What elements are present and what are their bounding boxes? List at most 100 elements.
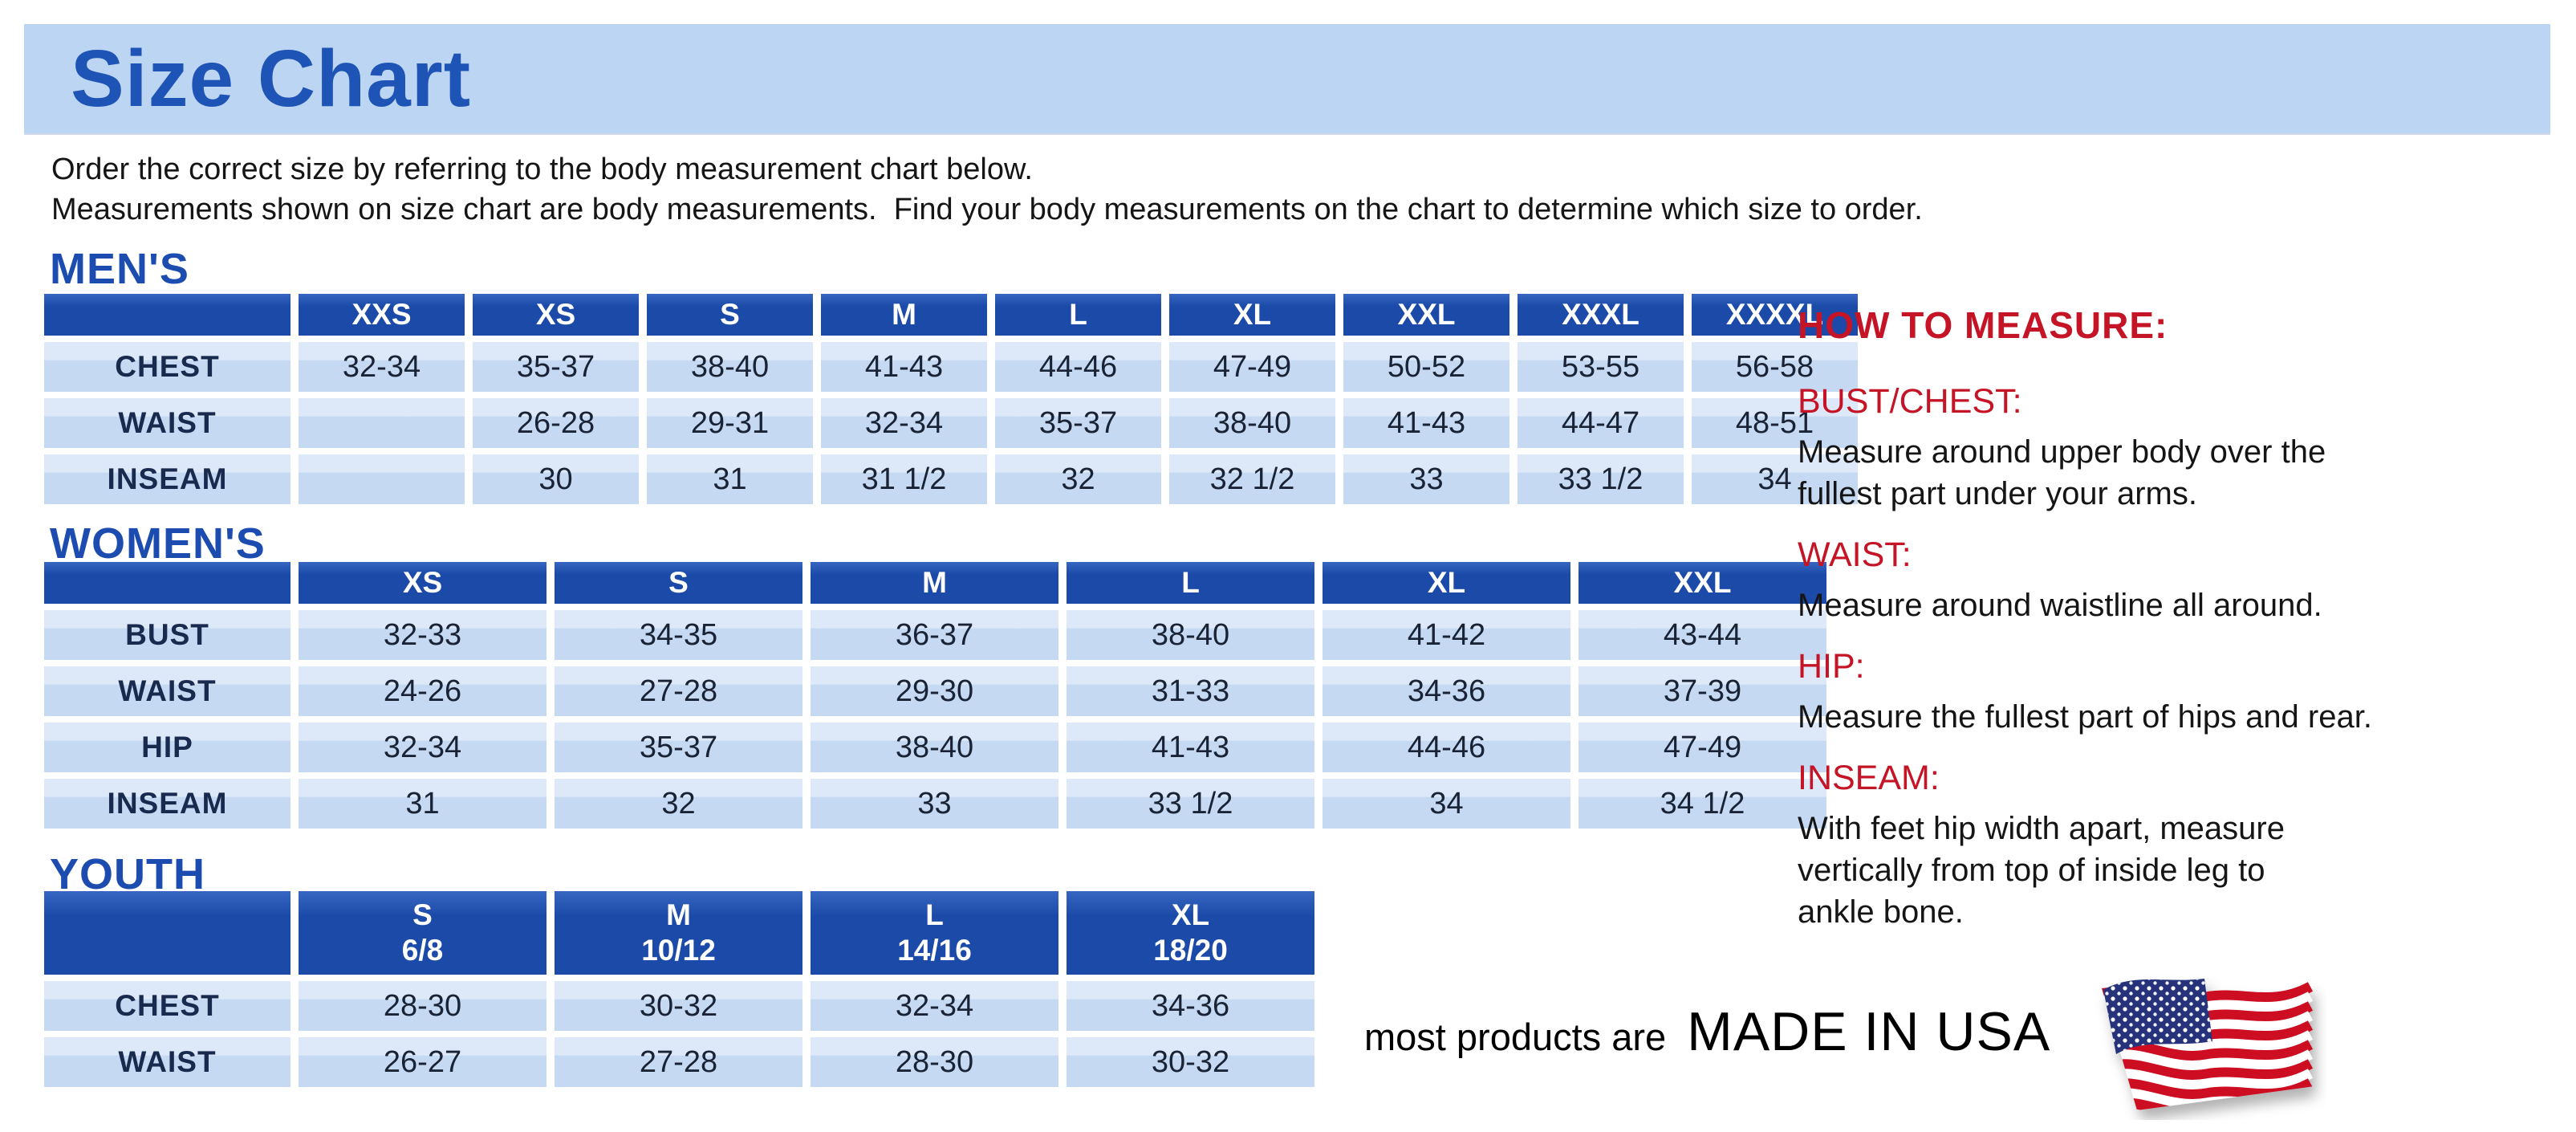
table-cell: 28-30 <box>811 1037 1058 1087</box>
column-header: M <box>811 562 1058 604</box>
table-cell: 41-43 <box>1067 723 1314 772</box>
table-cell: 30-32 <box>555 981 802 1031</box>
table-row: HIP 32-34 35-37 38-40 41-43 44-46 47-49 <box>44 723 1826 772</box>
intro-line-2: Measurements shown on size chart are bod… <box>51 193 1923 226</box>
flag-canton <box>2103 979 2213 1054</box>
table-cell: 38-40 <box>1169 398 1335 448</box>
column-header: L 14/16 <box>811 891 1058 975</box>
table-cell: 27-28 <box>555 666 802 716</box>
column-header: L <box>1067 562 1314 604</box>
table-header-row: S 6/8 M 10/12 L 14/16 XL 18/20 <box>44 891 1314 975</box>
table-cell: 41-42 <box>1323 610 1570 660</box>
table-cell: 44-46 <box>1323 723 1570 772</box>
usa-flag-icon <box>2086 943 2326 1120</box>
column-header: L <box>995 294 1161 336</box>
mens-section-heading: MEN'S <box>50 245 189 293</box>
table-cell: 33 <box>811 779 1058 829</box>
row-label: CHEST <box>44 981 291 1031</box>
table-corner-cell <box>44 294 291 336</box>
table-row: WAIST 26-28 29-31 32-34 35-37 38-40 41-43 44-47… <box>44 398 1858 448</box>
table-corner-cell <box>44 891 291 975</box>
table-row: BUST 32-33 34-35 36-37 38-40 41-42 43-44 <box>44 610 1826 660</box>
column-header: XL 18/20 <box>1067 891 1314 975</box>
table-cell: 53-55 <box>1518 342 1684 392</box>
column-header: XXL <box>1343 294 1509 336</box>
table-row: WAIST 24-26 27-28 29-30 31-33 34-36 37-39 <box>44 666 1826 716</box>
howto-text-waist: Measure around waistline all around. <box>1798 588 2322 623</box>
title-banner: Size Chart <box>24 24 2550 133</box>
table-cell: 32-33 <box>299 610 546 660</box>
howto-label-bust-chest: BUST/CHEST: <box>1798 382 2022 421</box>
row-label: INSEAM <box>44 454 291 504</box>
column-header: XXXL <box>1518 294 1684 336</box>
table-cell: 26-28 <box>473 398 639 448</box>
table-cell: 32 <box>995 454 1161 504</box>
column-header: S 6/8 <box>299 891 546 975</box>
table-cell: 41-43 <box>1343 398 1509 448</box>
table-cell: 34 <box>1692 454 1858 504</box>
table-cell: 26-27 <box>299 1037 546 1087</box>
table-cell: 33 1/2 <box>1518 454 1684 504</box>
table-cell: 30 <box>473 454 639 504</box>
table-cell: 33 1/2 <box>1067 779 1314 829</box>
howto-text-bust-chest: Measure around upper body over the fulle… <box>1798 434 2326 511</box>
table-cell: 33 <box>1343 454 1509 504</box>
table-cell: 35-37 <box>473 342 639 392</box>
row-label: HIP <box>44 723 291 772</box>
howto-label-inseam: INSEAM: <box>1798 759 1940 797</box>
table-header-row: XXS XS S M L XL XXL XXXL XXXXL <box>44 294 1858 336</box>
table-cell: 56-58 <box>1692 342 1858 392</box>
page-title: Size Chart <box>71 33 472 124</box>
column-header: XXXXL <box>1692 294 1858 336</box>
table-cell: 32-34 <box>821 398 987 448</box>
table-cell: 32-34 <box>811 981 1058 1031</box>
table-row: CHEST 28-30 30-32 32-34 34-36 <box>44 981 1314 1031</box>
table-cell: 27-28 <box>555 1037 802 1087</box>
how-to-measure-panel: HOW TO MEASURE: BUST/CHEST: Measure arou… <box>1798 303 2544 933</box>
table-cell: 47-49 <box>1579 723 1826 772</box>
howto-label-hip: HIP: <box>1798 647 1865 686</box>
mens-size-table: XXS XS S M L XL XXL XXXL XXXXL CHEST 32-34 35-37 38-… <box>36 287 1866 511</box>
table-cell: 48-51 <box>1692 398 1858 448</box>
made-in-usa-banner: most products are MADE IN USA <box>1364 947 2326 1116</box>
youth-size-table: S 6/8 M 10/12 L 14/16 XL 18/20 CHEST 28-30 30-… <box>36 885 1323 1093</box>
row-label: INSEAM <box>44 779 291 829</box>
howto-text-inseam: With feet hip width apart, measure verti… <box>1798 811 2285 930</box>
table-cell: 30-32 <box>1067 1037 1314 1087</box>
table-cell: 34 1/2 <box>1579 779 1826 829</box>
table-cell: 43-44 <box>1579 610 1826 660</box>
table-cell: 32 <box>555 779 802 829</box>
column-header: S <box>647 294 813 336</box>
table-row: INSEAM 30 31 31 1/2 32 32 1/2 33 33 1/2 34 <box>44 454 1858 504</box>
table-cell: 50-52 <box>1343 342 1509 392</box>
table-cell: 31 1/2 <box>821 454 987 504</box>
table-cell: 38-40 <box>647 342 813 392</box>
table-cell: 31 <box>647 454 813 504</box>
table-cell: 44-46 <box>995 342 1161 392</box>
youth-section-heading: YOUTH <box>50 850 205 898</box>
howto-text-hip: Measure the fullest part of hips and rea… <box>1798 699 2372 735</box>
table-cell: 31-33 <box>1067 666 1314 716</box>
table-row: INSEAM 31 32 33 33 1/2 34 34 1/2 <box>44 779 1826 829</box>
table-cell: 29-30 <box>811 666 1058 716</box>
column-header: XXL <box>1579 562 1826 604</box>
table-cell: 28-30 <box>299 981 546 1031</box>
table-cell <box>299 398 465 448</box>
table-cell: 34 <box>1323 779 1570 829</box>
table-cell: 31 <box>299 779 546 829</box>
made-in-usa-label: MADE IN USA <box>1687 1001 2051 1062</box>
table-cell: 44-47 <box>1518 398 1684 448</box>
table-row: CHEST 32-34 35-37 38-40 41-43 44-46 47-49 50-52… <box>44 342 1858 392</box>
table-cell: 32-34 <box>299 723 546 772</box>
howto-label-waist: WAIST: <box>1798 535 1912 574</box>
table-corner-cell <box>44 562 291 604</box>
row-label: WAIST <box>44 1037 291 1087</box>
column-header: M <box>821 294 987 336</box>
table-cell: 38-40 <box>1067 610 1314 660</box>
row-label: CHEST <box>44 342 291 392</box>
table-cell: 32 1/2 <box>1169 454 1335 504</box>
table-cell: 35-37 <box>995 398 1161 448</box>
table-cell: 41-43 <box>821 342 987 392</box>
column-header: XS <box>473 294 639 336</box>
